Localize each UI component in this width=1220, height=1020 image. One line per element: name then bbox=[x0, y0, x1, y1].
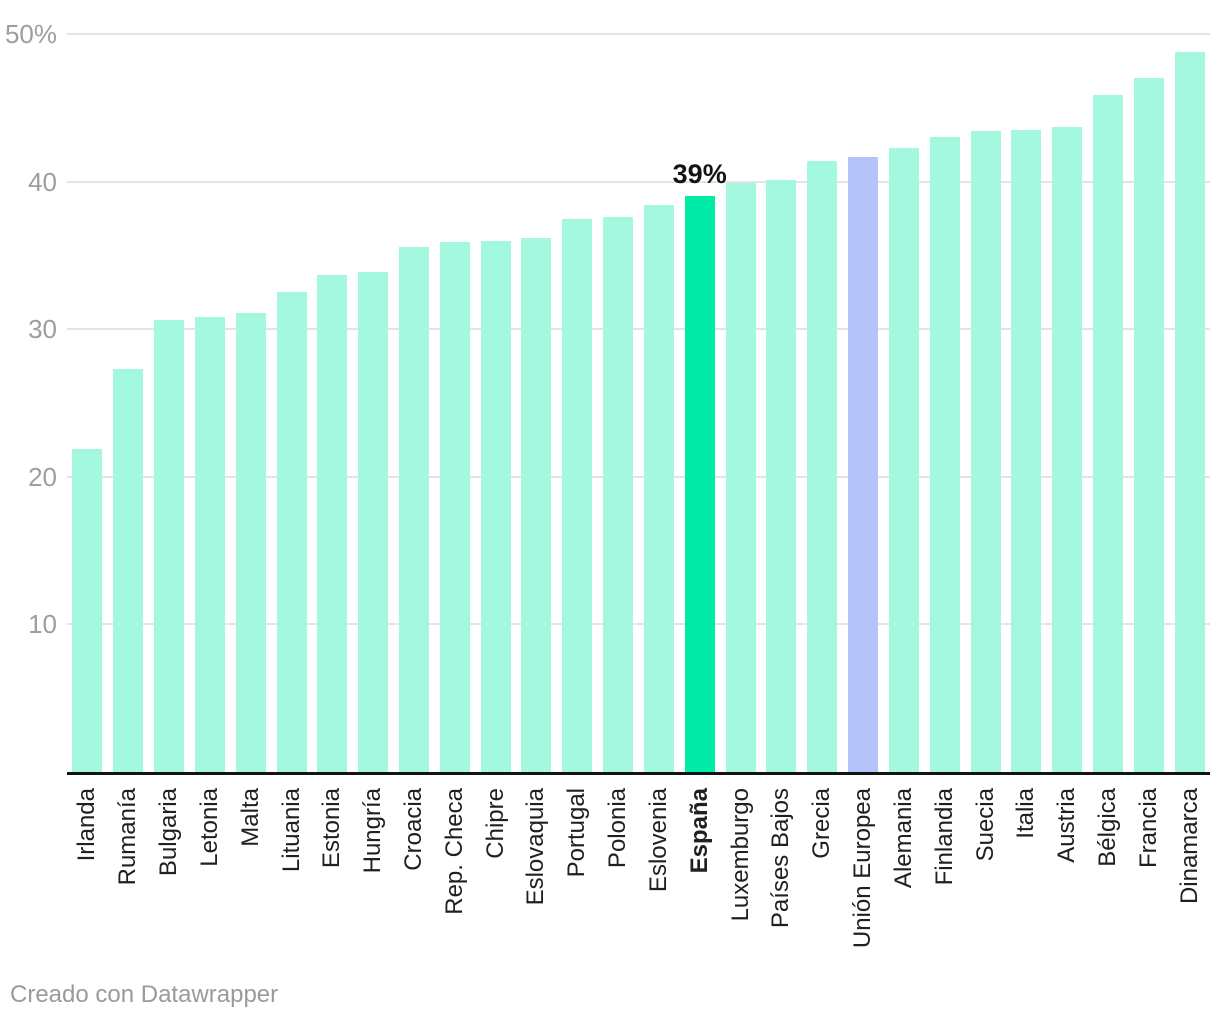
x-axis-label-chipre: Chipre bbox=[481, 788, 509, 859]
bar-eslovenia[interactable] bbox=[643, 205, 674, 772]
bar-union-europea[interactable] bbox=[848, 156, 878, 772]
bar-portugal[interactable] bbox=[562, 218, 593, 772]
x-axis-label-finlandia: Finlandia bbox=[930, 788, 958, 886]
bar-luxemburgo[interactable] bbox=[725, 183, 756, 772]
y-axis-tick-label-20: 20 bbox=[28, 461, 57, 492]
x-axis-label-belgica: Bélgica bbox=[1093, 788, 1121, 867]
bar-grecia[interactable] bbox=[807, 160, 838, 772]
datawrapper-credit-link[interactable]: Creado con Datawrapper bbox=[10, 981, 279, 1008]
x-axis-line bbox=[67, 772, 1210, 775]
x-axis-label-estonia: Estonia bbox=[318, 788, 346, 869]
bar-estonia[interactable] bbox=[317, 274, 348, 772]
bar-rumania[interactable] bbox=[113, 369, 144, 772]
bar-paises-bajos[interactable] bbox=[766, 180, 797, 772]
bar-alemania[interactable] bbox=[888, 147, 919, 772]
bar-bulgaria[interactable] bbox=[154, 320, 185, 772]
x-axis-label-bulgaria: Bulgaria bbox=[155, 788, 183, 877]
x-axis-label-irlanda: Irlanda bbox=[73, 788, 101, 862]
x-axis-label-hungria: Hungría bbox=[359, 788, 387, 874]
bar-rep-checa[interactable] bbox=[439, 242, 470, 772]
bar-lituania[interactable] bbox=[276, 292, 307, 772]
x-axis-label-portugal: Portugal bbox=[563, 788, 591, 878]
x-axis-label-espana: España bbox=[685, 788, 713, 874]
bar-italia[interactable] bbox=[1011, 129, 1042, 772]
x-axis-label-luxemburgo: Luxemburgo bbox=[726, 788, 754, 922]
bar-chipre[interactable] bbox=[480, 240, 511, 772]
y-axis-tick-label-40: 40 bbox=[28, 166, 57, 197]
bar-francia[interactable] bbox=[1133, 78, 1164, 772]
x-axis-label-polonia: Polonia bbox=[604, 788, 632, 869]
value-annotation: 39% bbox=[672, 159, 727, 190]
y-axis-tick-label-30: 30 bbox=[28, 314, 57, 345]
bar-finlandia[interactable] bbox=[929, 137, 960, 772]
x-axis-label-rep-checa: Rep. Checa bbox=[440, 788, 468, 915]
bar-malta[interactable] bbox=[235, 313, 266, 772]
gridline-10 bbox=[67, 623, 1210, 626]
gridline-30 bbox=[67, 328, 1210, 331]
bar-eslovaquia[interactable] bbox=[521, 237, 552, 772]
bar-polonia[interactable] bbox=[603, 217, 634, 772]
bar-austria[interactable] bbox=[1052, 127, 1083, 772]
bar-dinamarca[interactable] bbox=[1174, 51, 1205, 772]
y-axis-tick-label-50: 50% bbox=[4, 19, 57, 49]
x-axis-label-eslovaquia: Eslovaquia bbox=[522, 788, 550, 906]
gridline-40 bbox=[67, 180, 1210, 183]
x-axis-label-austria: Austria bbox=[1053, 788, 1081, 863]
x-axis-label-paises-bajos: Países Bajos bbox=[767, 788, 795, 929]
bar-irlanda[interactable] bbox=[72, 448, 103, 772]
x-axis-label-letonia: Letonia bbox=[195, 788, 223, 867]
bar-belgica[interactable] bbox=[1092, 94, 1123, 772]
bar-letonia[interactable] bbox=[194, 317, 225, 772]
x-axis-label-alemania: Alemania bbox=[889, 788, 917, 889]
bar-suecia[interactable] bbox=[970, 131, 1001, 772]
x-axis-label-union-europea: Unión Europea bbox=[849, 788, 876, 949]
x-axis-label-francia: Francia bbox=[1134, 788, 1162, 869]
y-axis-tick-label-10: 10 bbox=[28, 609, 57, 640]
bar-hungria[interactable] bbox=[358, 271, 389, 772]
x-axis-label-malta: Malta bbox=[236, 788, 264, 847]
x-axis-label-rumania: Rumanía bbox=[114, 788, 142, 886]
x-axis-label-italia: Italia bbox=[1012, 788, 1040, 839]
gridline-20 bbox=[67, 475, 1210, 478]
x-axis-label-suecia: Suecia bbox=[971, 788, 999, 862]
gridline-50 bbox=[67, 33, 1210, 35]
x-axis-label-grecia: Grecia bbox=[808, 788, 836, 859]
bar-espana[interactable] bbox=[684, 196, 715, 772]
bar-croacia[interactable] bbox=[399, 246, 429, 772]
x-axis-label-croacia: Croacia bbox=[400, 788, 427, 871]
x-axis-label-dinamarca: Dinamarca bbox=[1175, 788, 1203, 905]
x-axis-label-lituania: Lituania bbox=[277, 788, 305, 873]
x-axis-label-eslovenia: Eslovenia bbox=[644, 788, 672, 893]
